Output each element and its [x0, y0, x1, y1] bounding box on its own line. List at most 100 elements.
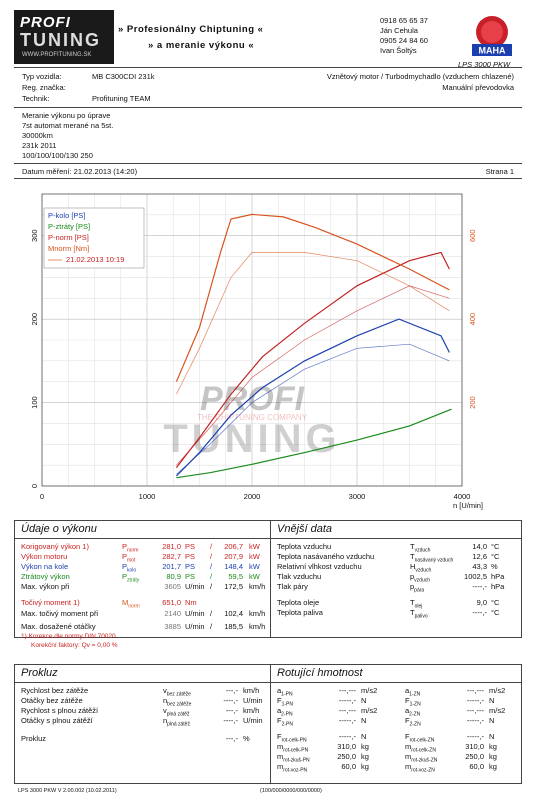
legend-box [43, 207, 145, 269]
torque-symbol: Mnorm [122, 598, 140, 610]
gearbox-type: Manuální převodovka [442, 83, 514, 92]
reg-label: Reg. značka: [22, 83, 66, 92]
vnejsi-symbol: ppára [410, 582, 425, 594]
rot-unit: N [489, 716, 495, 725]
udaje-sep: / [210, 552, 213, 561]
rot-unit: N [489, 732, 495, 741]
udaje-unit-1: PS [185, 542, 196, 551]
prokluz-label: Otáčky bez zátěže [21, 696, 83, 705]
vnejsi-label: Relativní vlhkost vzduchu [277, 562, 362, 571]
rot-unit: m/s2 [361, 686, 378, 695]
tech-label: Technik: [22, 94, 50, 103]
udaje-value-2: 207,9 [224, 552, 243, 561]
rot-unit: kg [489, 752, 497, 761]
y-right-tick-label: 200 [468, 396, 477, 409]
rotacni-title: Rotující hmotnost [277, 667, 363, 679]
prokluz-value: ---,- [225, 706, 238, 715]
udaje-unit-2: kW [249, 572, 260, 581]
logo-top-text: PROFI [20, 14, 71, 31]
panel-divider [270, 665, 271, 783]
rot-unit: N [361, 696, 367, 705]
udaje-label: Max. výkon při [21, 582, 70, 591]
vnejsi-symbol: Tpalivo [410, 608, 428, 620]
rot-symbol: mrot-celk-PN [277, 742, 309, 754]
correction-factors: Korekční faktory: Qv = 0,00 % [31, 642, 118, 649]
rot-unit: kg [361, 762, 369, 771]
vnejsi-value: ----,- [472, 582, 487, 591]
rot-symbol: F2-ZN [405, 716, 421, 728]
rot-value: ---,--- [466, 706, 484, 715]
rot-unit: N [361, 732, 367, 741]
udaje-unit-1: U/min [185, 582, 205, 591]
torque-row-value-1: 2140 [164, 609, 181, 618]
note-line: Meranie výkonu po úprave [22, 111, 111, 120]
prokluz-unit: km/h [243, 686, 260, 695]
udaje-value-1: 3605 [164, 582, 181, 591]
vnejsi-label: Teplota nasávaného vzduchu [277, 552, 375, 561]
note-line: 100/100/100/130 250 [22, 151, 93, 160]
rot-symbol: Frot-celk-PN [277, 732, 307, 744]
contact-block: 0918 65 65 37 Ján Cehula 0905 24 84 60 I… [380, 16, 460, 56]
torque-row-unit-1: U/min [185, 622, 205, 631]
contact-phone-2: 0905 24 84 60 [380, 36, 428, 45]
prokluz-value: ---,- [225, 734, 238, 743]
rot-unit: m/s2 [489, 706, 506, 715]
udaje-symbol: Pkolo [122, 562, 137, 574]
engine-type: Vznětový motor / Turbodmychadlo (vzduche… [326, 72, 514, 81]
watermark-bottom: TUNING [163, 417, 340, 461]
prokluz-symbol: vbez zátěže [163, 686, 191, 698]
udaje-sep: / [210, 572, 213, 581]
rot-value: -----,- [338, 696, 356, 705]
prokluz-label: Rychlost bez zátěže [21, 686, 89, 695]
series-line [175, 251, 450, 468]
series-line [176, 252, 450, 395]
vnejsi-unit: °C [491, 608, 500, 617]
udaje-unit-1: PS [185, 572, 196, 581]
y-right-tick-label: 600 [468, 229, 477, 242]
torque-row-value-2: 185,5 [224, 622, 243, 631]
udaje-value-2: 148,4 [224, 562, 243, 571]
vnejsi-value: 12,6 [472, 552, 487, 561]
maha-label: MAHA [479, 46, 506, 56]
torque-label: Točivý moment 1) [21, 598, 80, 607]
vnejsi-unit: °C [491, 598, 500, 607]
plot-frame [41, 193, 463, 487]
legend-entry: Mnorm [Nm] [48, 244, 89, 253]
udaje-value-1: 201,7 [162, 562, 181, 571]
rot-value: 60,0 [341, 762, 356, 771]
rot-symbol: F1-PN [277, 696, 293, 708]
vnejsi-unit: % [491, 562, 498, 571]
note-line: 30000km [22, 131, 53, 140]
torque-row-unit-1: U/min [185, 609, 205, 618]
banner-line-1: » Profesionálny Chiptuning « [118, 24, 264, 35]
prokluz-value: ----,- [223, 716, 238, 725]
logo-url: WWW.PROFITUNING.SK [22, 52, 92, 58]
rot-unit: kg [489, 742, 497, 751]
vnejsi-label: Tlak vzduchu [277, 572, 322, 581]
prokluz-symbol: nbez zátěže [163, 696, 192, 708]
watermark-tagline: THE CHIPTUNING COMPANY [197, 413, 308, 422]
prokluz-title: Prokluz [21, 667, 58, 679]
vnejsi-label: Teplota paliva [277, 608, 323, 617]
vnejsi-value: ----,- [472, 608, 487, 617]
udaje-label: Výkon na kole [21, 562, 69, 571]
header-banner: » Profesionálny Chiptuning « » a meranie… [118, 22, 370, 54]
rot-value: -----,- [338, 716, 356, 725]
rot-unit: kg [361, 742, 369, 751]
prokluz-label: Rychlost s plnou zátěží [21, 706, 99, 715]
udaje-sep: / [210, 542, 213, 551]
footer-code: (100/000/0000/000/0000) [260, 788, 322, 794]
vnejsi-unit: °C [491, 542, 500, 551]
prokluz-label: Otáčky s plnou zátěží [21, 716, 93, 725]
rot-symbol: mrot-celk-ZN [405, 742, 436, 754]
x-tick-label: 3000 [349, 492, 366, 501]
series-line [175, 318, 450, 477]
rot-value: ---,--- [338, 706, 356, 715]
udaje-value-2: 206,7 [224, 542, 243, 551]
rot-symbol: a2-ZN [405, 706, 421, 718]
rot-symbol: a1-PN [277, 686, 293, 698]
rot-symbol: mrot-voz-ZN [405, 762, 435, 774]
rot-value: -----,- [466, 696, 484, 705]
vnejsi-label: Teplota vzduchu [277, 542, 332, 551]
